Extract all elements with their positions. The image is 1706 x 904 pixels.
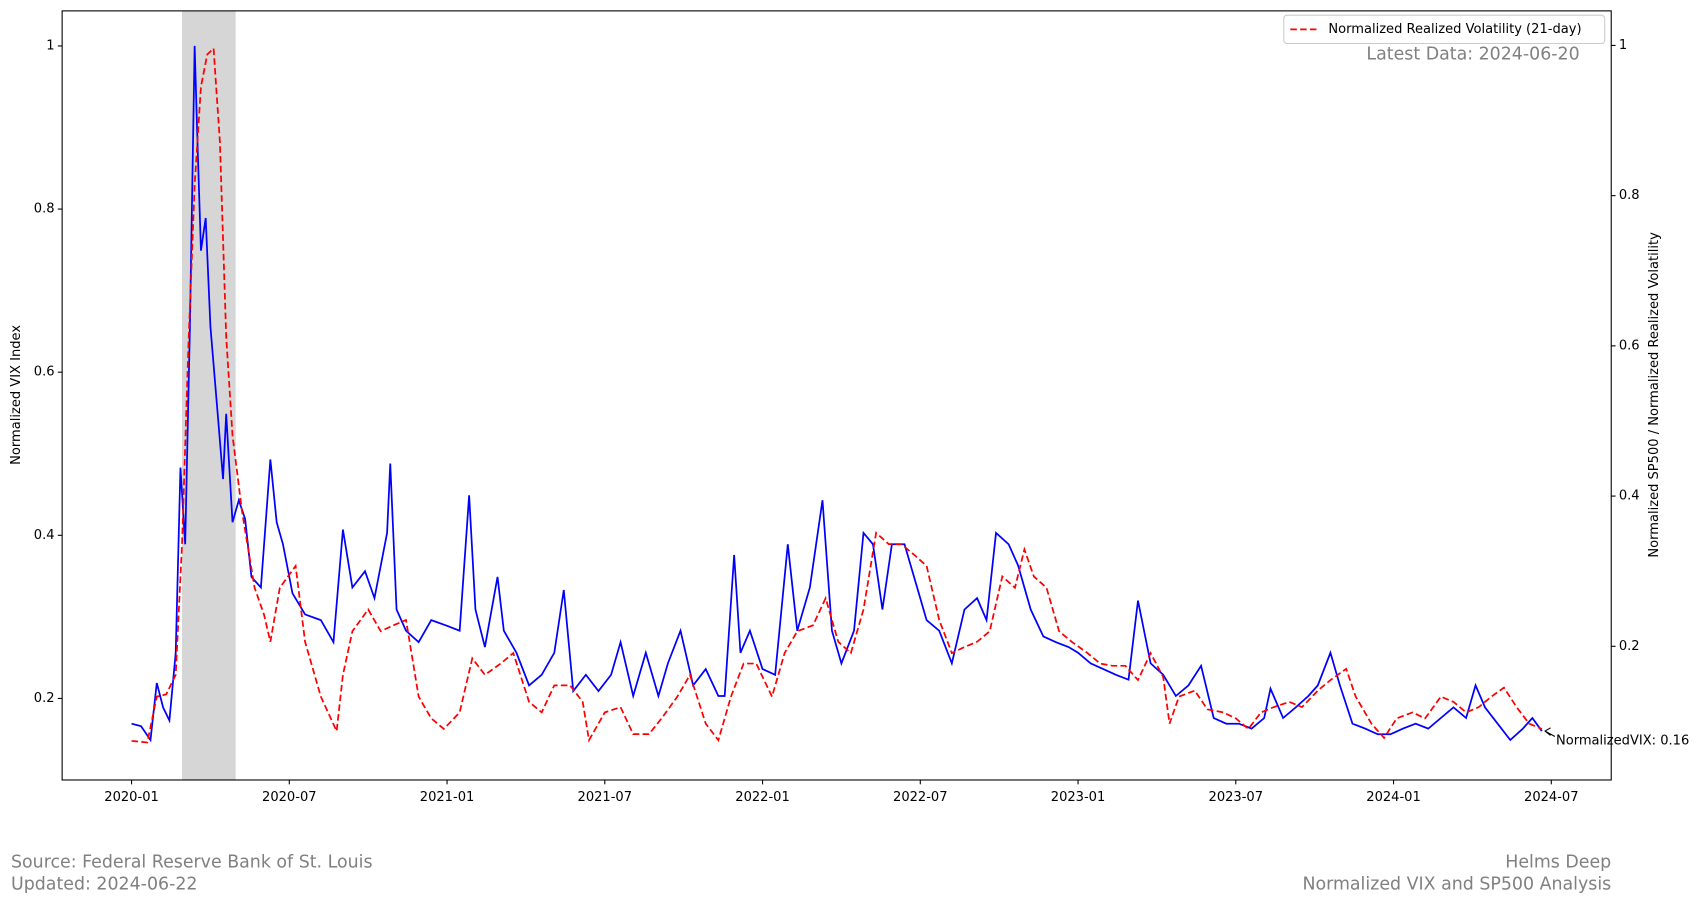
footer-source: Source: Federal Reserve Bank of St. Loui… (11, 853, 373, 873)
x-tick-label: 2024-01 (1366, 790, 1421, 805)
x-tick-label: 2022-07 (893, 790, 948, 805)
legend-box (1283, 14, 1606, 45)
plot-frame (61, 10, 1612, 781)
footer-updated: Updated: 2024-06-22 (11, 874, 197, 894)
legend-label: Normalized Realized Volatility (21-day) (1328, 22, 1581, 37)
annotation: NormalizedVIX: 0.16 (1556, 733, 1689, 748)
series-line (131, 46, 1543, 744)
x-tick-label: 2023-01 (1051, 790, 1106, 805)
y2-tick-label: 1 (1619, 38, 1627, 53)
x-tick-label: 2024-07 (1524, 790, 1579, 805)
y-tick-label: 0.2 (34, 691, 55, 706)
series-line (131, 45, 1543, 743)
footer-subtitle: Normalized VIX and SP500 Analysis (1302, 874, 1611, 894)
y2-tick-label: 0.2 (1619, 639, 1640, 654)
y-tick-label: 0.4 (34, 528, 55, 543)
latest-data: Latest Data: 2024-06-20 (1366, 44, 1579, 64)
y-tick-label: 0.6 (34, 365, 55, 380)
shaded-span (182, 10, 236, 780)
x-tick-label: 2020-01 (104, 790, 159, 805)
x-tick-label: 2023-07 (1209, 790, 1264, 805)
y-tick-label: 1 (46, 38, 54, 53)
x-tick-label: 2021-07 (578, 790, 633, 805)
y-tick-label: 0.8 (34, 202, 55, 217)
x-tick-label: 2022-01 (735, 790, 790, 805)
x-tick-label: 2020-07 (262, 790, 317, 805)
y2-tick-label: 0.6 (1619, 338, 1640, 353)
x-tick-label: 2021-01 (420, 790, 475, 805)
y2-axis-label: Normalized SP500 / Normalized Realized V… (1647, 232, 1662, 558)
y-axis-label: Normalized VIX Index (9, 325, 24, 465)
y2-tick-label: 0.4 (1619, 489, 1640, 504)
annotation-arrow (1544, 727, 1556, 737)
footer-author: Helms Deep (1505, 853, 1611, 873)
legend: Normalized Realized Volatility (21-day) (1283, 14, 1606, 45)
y2-tick-label: 0.8 (1619, 188, 1640, 203)
